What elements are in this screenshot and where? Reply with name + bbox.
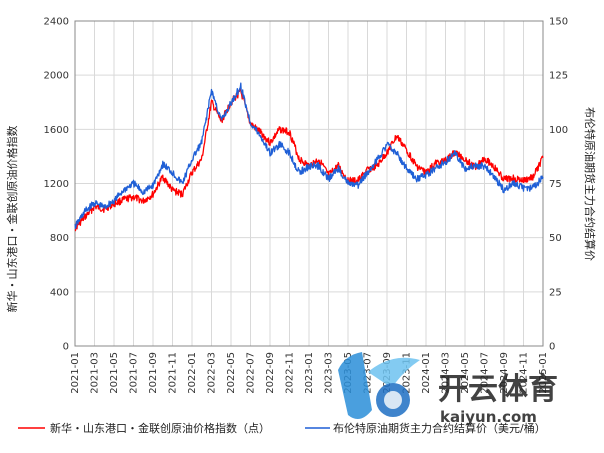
watermark-logo: 开云体育 kaiyun.com (338, 352, 558, 426)
right-axis-label: 布伦特原油期货主力合约结算价 (583, 107, 597, 261)
logo-k-stroke-icon (338, 352, 372, 419)
left-tick-label: 1600 (44, 125, 69, 136)
x-tick-label: 2021-05 (109, 352, 120, 394)
x-tick-label: 2023-07 (363, 352, 374, 394)
series-layer (74, 82, 544, 232)
right-tick-label: 50 (549, 233, 562, 244)
x-tick-label: 2024-03 (441, 352, 452, 394)
x-tick-label: 2022-11 (285, 352, 296, 394)
legend-label-index: 新华・山东港口・金联创原油价格指数（点） (50, 421, 270, 435)
x-tick-label: 2022-03 (207, 352, 218, 394)
x-tick-label: 2021-03 (90, 352, 101, 394)
x-tick-label: 2021-11 (168, 352, 179, 394)
legend-label-brent: 布伦特原油期货主力合约结算价（美元/桶） (333, 421, 546, 435)
left-tick-label: 1200 (44, 179, 69, 190)
x-tick-label: 2024-11 (519, 352, 530, 394)
x-tick-label: 2023-11 (402, 352, 413, 394)
grid-lines (74, 20, 544, 347)
right-tick-label: 125 (549, 71, 568, 82)
right-tick-label: 100 (549, 125, 568, 136)
x-tick-label: 2022-09 (265, 352, 276, 394)
watermark-cn-text: 开云体育 (438, 372, 558, 407)
x-tick-label: 2024-09 (499, 352, 510, 394)
x-tick-label: 2024-01 (421, 352, 432, 394)
right-axis-ticks: 0 25 50 75 100 125 150 (549, 17, 568, 353)
x-tick-label: 2024-07 (480, 352, 491, 394)
watermark-en-text: kaiyun.com (440, 408, 537, 426)
left-tick-label: 400 (50, 287, 69, 298)
right-tick-label: 25 (549, 287, 562, 298)
plot-frame (74, 20, 544, 347)
series-line-brent (74, 82, 544, 230)
x-tick-label: 2025-01 (538, 352, 549, 394)
x-tick-label: 2021-07 (129, 352, 140, 394)
x-tick-label: 2023-01 (304, 352, 315, 394)
left-tick-label: 800 (50, 233, 69, 244)
x-tick-label: 2023-03 (324, 352, 335, 394)
logo-k-arm-icon (368, 357, 420, 388)
left-tick-label: 2400 (44, 17, 69, 28)
legend: 新华・山东港口・金联创原油价格指数（点） 布伦特原油期货主力合约结算价（美元/桶… (18, 421, 546, 435)
x-tick-label: 2021-09 (148, 352, 159, 394)
right-tick-label: 0 (549, 342, 555, 353)
x-tick-label: 2022-01 (187, 352, 198, 394)
left-axis-label: 新华・山东港口・金联创原油价格指数 (5, 126, 19, 313)
right-tick-label: 75 (549, 179, 562, 190)
left-tick-label: 2000 (44, 71, 69, 82)
x-tick-label: 2024-05 (460, 352, 471, 394)
x-tick-label: 2022-05 (226, 352, 237, 394)
x-tick-label: 2021-01 (70, 352, 81, 394)
left-axis-ticks: 0 400 800 1200 1600 2000 2400 (44, 17, 69, 353)
left-tick-label: 0 (63, 342, 69, 353)
soccer-ball-center-icon (384, 391, 402, 409)
x-axis-ticks: 2021-01 2021-03 2021-05 2021-07 2021-09 2021-… (70, 352, 549, 394)
series-line-index (74, 88, 544, 232)
x-tick-label: 2022-07 (246, 352, 257, 394)
right-tick-label: 150 (549, 17, 568, 28)
